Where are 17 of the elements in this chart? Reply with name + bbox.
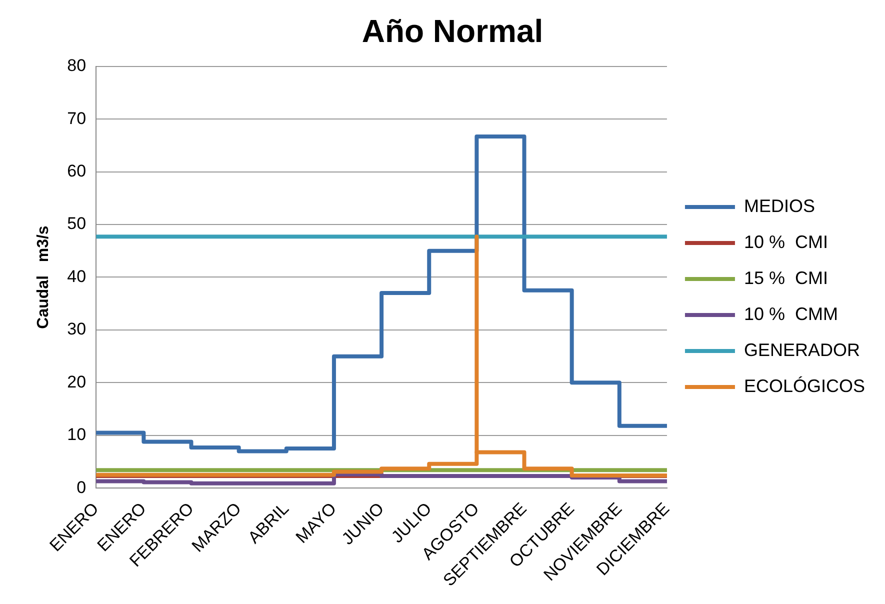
legend-label: ECOLÓGICOS [744,376,866,396]
y-tick-label: 80 [67,56,86,76]
legend-label: GENERADOR [744,340,860,360]
y-tick-label: 50 [67,214,86,234]
chart-title: Año Normal [362,13,544,50]
y-tick-label: 60 [67,162,86,181]
y-tick-label: 70 [67,108,86,128]
legend-label: MEDIOS [744,196,815,216]
y-tick-label: 30 [67,320,86,339]
legend-label: 10 % CMI [744,232,828,252]
y-axis-title: Caudal m3/s [35,226,52,329]
y-tick-label: 10 [67,425,86,444]
legend-label: 15 % CMI [744,268,828,288]
legend-label: 10 % CMM [744,304,838,324]
y-tick-label: 0 [76,478,86,497]
y-tick-label: 40 [67,266,86,286]
y-tick-label: 20 [67,372,86,392]
